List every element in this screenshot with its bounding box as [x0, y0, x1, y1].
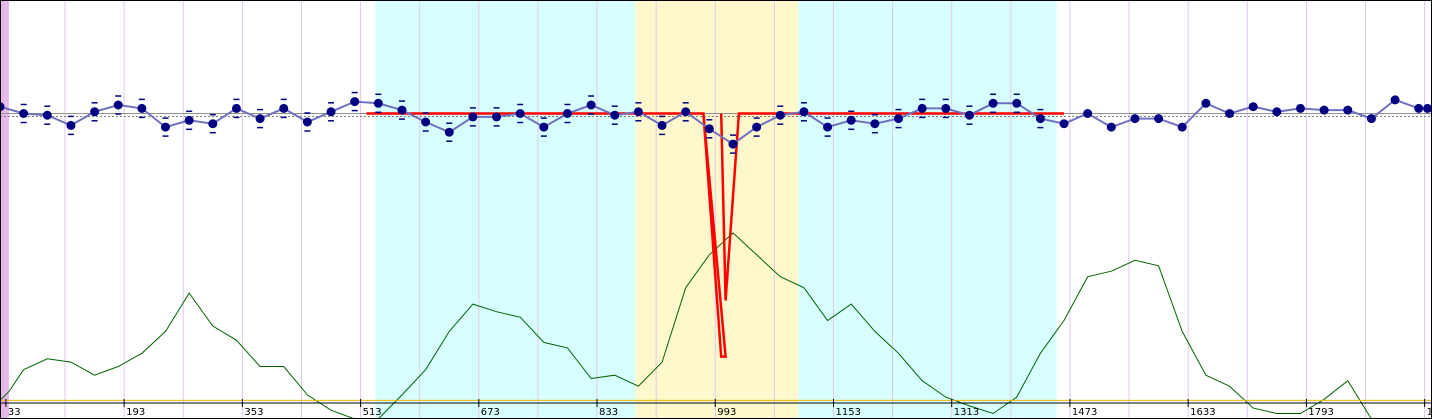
- data-point-60: [1414, 103, 1424, 113]
- data-point-25: [586, 100, 596, 110]
- data-point-11: [255, 114, 265, 124]
- grid-lines: [5, 0, 1426, 419]
- shaded-region-1: [375, 0, 636, 419]
- data-point-4: [90, 107, 100, 117]
- data-point-36: [846, 115, 856, 125]
- x-tick-label-5: 833: [599, 407, 618, 418]
- data-point-35: [823, 122, 833, 132]
- x-tick-label-6: 993: [717, 407, 736, 418]
- data-point-5: [113, 100, 123, 110]
- data-point-13: [302, 117, 312, 127]
- data-point-56: [1319, 105, 1329, 115]
- x-tick-label-4: 673: [481, 407, 500, 418]
- data-point-46: [1083, 109, 1093, 118]
- x-tick-label-2: 353: [244, 407, 263, 418]
- data-point-21: [492, 112, 502, 122]
- data-point-12: [279, 103, 289, 113]
- data-point-3: [66, 120, 76, 130]
- data-point-23: [539, 122, 549, 132]
- data-point-44: [1035, 114, 1045, 124]
- data-point-40: [941, 103, 951, 113]
- data-point-54: [1272, 107, 1282, 117]
- data-point-7: [161, 122, 171, 132]
- x-tick-label-3: 513: [363, 407, 382, 418]
- data-point-32: [752, 122, 762, 132]
- data-point-27: [633, 107, 643, 117]
- data-point-0: [0, 102, 5, 112]
- series-layer: [0, 91, 1432, 154]
- data-point-47: [1106, 122, 1116, 132]
- data-point-28: [657, 120, 667, 130]
- data-point-57: [1343, 105, 1353, 115]
- data-point-17: [397, 105, 407, 115]
- data-point-2: [42, 110, 52, 120]
- data-point-30: [704, 124, 714, 134]
- data-point-51: [1201, 98, 1211, 108]
- data-point-50: [1177, 122, 1187, 132]
- density-curve-layer: [0, 232, 1419, 419]
- data-point-52: [1225, 109, 1235, 118]
- data-point-41: [964, 110, 974, 120]
- data-point-8: [184, 115, 194, 125]
- x-tick-label-8: 1313: [954, 407, 979, 418]
- x-tick-label-10: 1633: [1190, 407, 1215, 418]
- data-point-22: [515, 109, 525, 118]
- data-point-14: [326, 107, 336, 117]
- data-point-38: [894, 114, 904, 124]
- x-tick-label-7: 1153: [835, 407, 860, 418]
- data-point-45: [1059, 119, 1069, 129]
- data-point-61: [1423, 103, 1432, 113]
- data-point-49: [1154, 114, 1164, 124]
- data-point-9: [208, 119, 218, 129]
- background-regions: [0, 0, 1057, 419]
- x-tick-label-1: 193: [126, 407, 145, 418]
- x-tick-label-12: 1953: [1427, 407, 1432, 418]
- shaded-region-0: [0, 0, 9, 419]
- data-point-18: [421, 117, 431, 127]
- x-tick-label-0: 33: [8, 407, 21, 418]
- data-point-16: [373, 98, 383, 108]
- data-point-6: [137, 103, 147, 113]
- data-point-15: [350, 97, 360, 107]
- shaded-region-2: [635, 0, 799, 419]
- density-curve: [0, 232, 1419, 419]
- data-point-10: [231, 103, 241, 113]
- data-point-24: [562, 109, 572, 118]
- data-point-19: [444, 127, 454, 137]
- data-point-34: [799, 107, 809, 117]
- x-axis: 33 193 353 513 673 833 993 1153 1313 1473 1633 1793…: [0, 399, 1432, 418]
- data-point-48: [1130, 114, 1140, 124]
- fit-line-1: [719, 112, 1064, 301]
- data-point-42: [988, 98, 998, 108]
- data-point-20: [468, 112, 478, 122]
- data-point-43: [1012, 98, 1022, 108]
- data-point-29: [681, 107, 691, 117]
- data-point-39: [917, 103, 927, 113]
- data-point-1: [19, 109, 29, 118]
- data-point-31: [728, 139, 738, 149]
- x-tick-label-9: 1473: [1072, 407, 1097, 418]
- data-point-26: [610, 110, 620, 120]
- shaded-region-3: [798, 0, 1057, 419]
- data-point-55: [1295, 103, 1305, 113]
- data-point-53: [1248, 102, 1258, 112]
- data-point-37: [870, 119, 880, 129]
- x-tick-label-11: 1793: [1308, 407, 1333, 418]
- data-point-58: [1366, 114, 1376, 124]
- data-point-33: [775, 110, 785, 120]
- data-point-59: [1390, 95, 1400, 105]
